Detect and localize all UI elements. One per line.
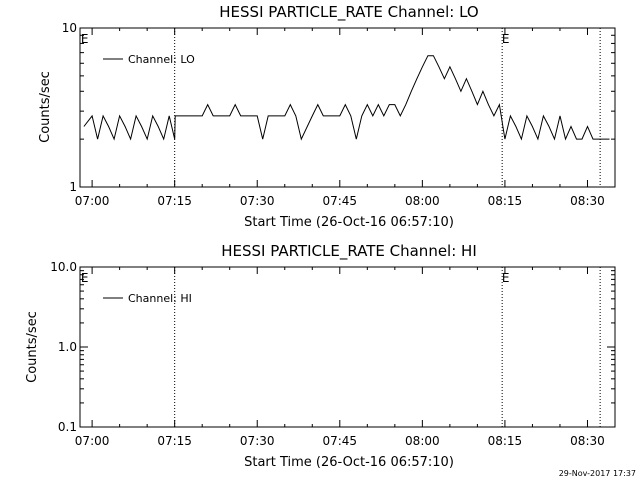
x-tick-label: 07:30 [240,194,275,208]
x-tick-label: 08:00 [405,434,440,448]
x-axis-label: Start Time (26-Oct-16 06:57:10) [244,215,454,230]
chart-title: HESSI PARTICLE_RATE Channel: HI [221,242,477,261]
x-tick-label: 08:15 [488,434,523,448]
event-marker: E [81,271,89,285]
x-tick-label: 08:00 [405,194,440,208]
y-tick-label: 1.0 [58,340,77,354]
footer-timestamp: 29-Nov-2017 17:37 [559,469,636,478]
x-tick-label: 08:30 [570,434,605,448]
plot-frame [79,266,616,428]
y-tick-label: 1 [69,180,77,194]
event-marker: E [502,32,510,46]
chart-title: HESSI PARTICLE_RATE Channel: LO [219,3,478,22]
chart-panel-hi: HESSI PARTICLE_RATE Channel: HI Start Ti… [25,242,616,470]
legend-label: Channel: HI [128,292,192,305]
x-tick-label: 07:30 [240,434,275,448]
x-tick-label: 07:15 [157,194,192,208]
event-marker: E [502,271,510,285]
event-marker: E [81,32,89,46]
x-tick-label: 07:00 [75,194,110,208]
x-tick-label: 08:30 [570,194,605,208]
series-line [83,55,610,141]
x-tick-label: 07:45 [322,434,357,448]
x-tick-label: 07:00 [75,434,110,448]
x-axis-label: Start Time (26-Oct-16 06:57:10) [244,455,454,470]
y-tick-label: 10.0 [50,260,77,274]
y-tick-label: 10 [62,21,77,35]
chart-panel-lo: HESSI PARTICLE_RATE Channel: LO Start Ti… [38,3,616,230]
y-tick-label: 0.1 [58,420,77,434]
x-tick-label: 07:45 [322,194,357,208]
x-tick-label: 08:15 [488,194,523,208]
y-axis-label: Counts/sec [25,311,40,383]
plot-frame [79,27,616,188]
y-axis-label: Counts/sec [38,71,53,143]
legend-label: Channel: LO [128,53,195,66]
x-tick-label: 07:15 [157,434,192,448]
